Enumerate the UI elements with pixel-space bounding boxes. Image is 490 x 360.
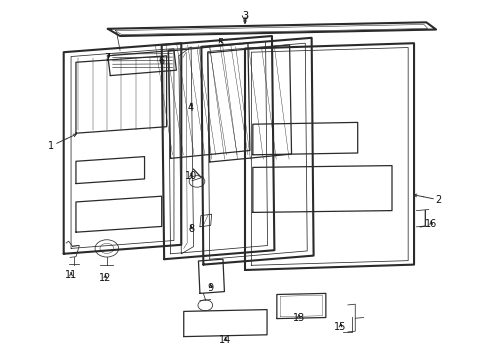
Text: 1: 1 — [49, 141, 54, 151]
Text: 16: 16 — [425, 219, 437, 229]
Text: 5: 5 — [218, 38, 223, 48]
Text: 13: 13 — [293, 312, 305, 323]
Text: 7: 7 — [105, 53, 111, 63]
Text: 10: 10 — [185, 171, 197, 181]
Text: 8: 8 — [188, 224, 194, 234]
Text: 4: 4 — [188, 103, 194, 113]
Text: 9: 9 — [208, 283, 214, 293]
Text: 11: 11 — [65, 270, 77, 280]
Text: 2: 2 — [436, 195, 441, 205]
Text: 3: 3 — [242, 11, 248, 21]
Text: 6: 6 — [159, 56, 165, 66]
Text: 14: 14 — [220, 335, 232, 345]
Text: 12: 12 — [99, 273, 112, 283]
Text: 15: 15 — [334, 321, 347, 332]
